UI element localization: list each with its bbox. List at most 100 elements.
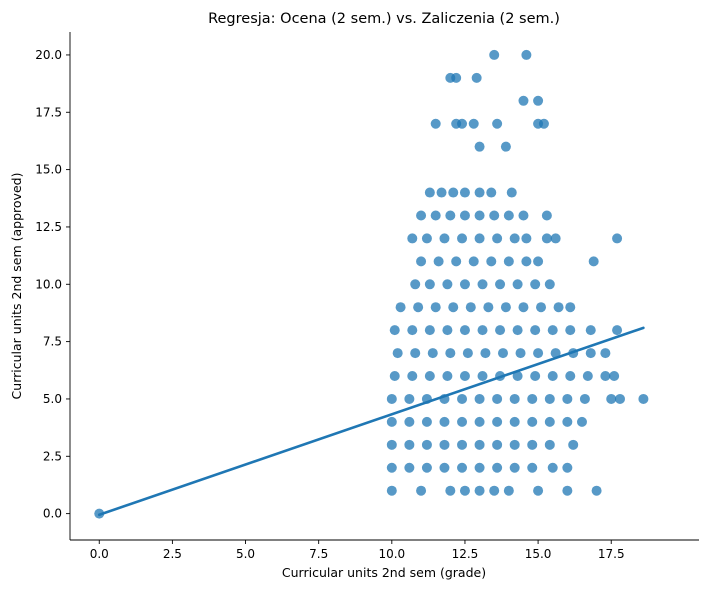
scatter-point-11: [468, 118, 479, 129]
scatter-point-123: [562, 393, 573, 404]
scatter-point-64: [430, 302, 441, 313]
x-tick-label-5: 12.5: [452, 547, 479, 561]
y-tick-label-8: 20.0: [35, 48, 62, 62]
scatter-point-146: [492, 439, 503, 450]
scatter-point-119: [492, 393, 503, 404]
axes: [69, 32, 699, 541]
scatter-point-91: [480, 348, 491, 359]
scatter-point-72: [565, 302, 576, 313]
scatter-point-73: [389, 325, 400, 336]
scatter-point-140: [386, 439, 397, 450]
regression-line: [97, 326, 645, 517]
scatter-point-109: [565, 371, 576, 382]
scatter-point-104: [477, 371, 488, 382]
scatter-point-54: [424, 279, 435, 290]
scatter-point-41: [541, 233, 552, 244]
scatter-point-145: [474, 439, 485, 450]
scatter-point-51: [533, 256, 544, 267]
y-axis-ticks: 0.0 2.5 5.0 7.5 10.0 12.5 15.0 17.5 20.0: [35, 48, 70, 521]
scatter-point-131: [439, 416, 450, 427]
scatter-point-125: [606, 393, 617, 404]
scatter-point-117: [457, 393, 468, 404]
scatter-point-89: [445, 348, 456, 359]
y-axis-title: Curricular units 2nd sem (approved): [9, 173, 24, 400]
scatter-point-138: [562, 416, 573, 427]
regression-line-group: [97, 326, 645, 517]
scatter-point-94: [533, 348, 544, 359]
scatter-point-19: [448, 187, 459, 198]
scatter-point-132: [457, 416, 468, 427]
scatter-point-48: [486, 256, 497, 267]
scatter-point-5: [471, 72, 482, 83]
scatter-point-35: [439, 233, 450, 244]
scatter-point-100: [407, 371, 418, 382]
scatter-point-71: [553, 302, 564, 313]
scatter-point-33: [407, 233, 418, 244]
scatter-point-66: [465, 302, 476, 313]
scatter-point-42: [550, 233, 561, 244]
scatter-point-78: [477, 325, 488, 336]
scatter-point-171: [591, 485, 602, 496]
scatter-point-160: [547, 462, 558, 473]
scatter-point-163: [416, 485, 427, 496]
y-tick-label-5: 12.5: [35, 220, 62, 234]
scatter-point-81: [530, 325, 541, 336]
scatter-point-162: [386, 485, 397, 496]
y-tick-label-6: 15.0: [35, 163, 62, 177]
scatter-point-29: [489, 210, 500, 221]
scatter-point-107: [530, 371, 541, 382]
scatter-point-75: [424, 325, 435, 336]
scatter-point-165: [459, 485, 470, 496]
scatter-point-65: [448, 302, 459, 313]
scatter-point-70: [536, 302, 547, 313]
scatter-point-98: [600, 348, 611, 359]
x-tick-label-4: 10.0: [378, 547, 405, 561]
scatter-point-14: [538, 118, 549, 129]
scatter-point-22: [486, 187, 497, 198]
scatter-point-83: [565, 325, 576, 336]
x-tick-label-1: 2.5: [163, 547, 182, 561]
scatter-point-150: [568, 439, 579, 450]
scatter-point-158: [509, 462, 520, 473]
chart-title: Regresja: Ocena (2 sem.) vs. Zaliczenia …: [208, 11, 560, 27]
scatter-point-127: [638, 393, 649, 404]
scatter-point-16: [500, 141, 511, 152]
scatter-point-56: [459, 279, 470, 290]
scatter-point-135: [509, 416, 520, 427]
scatter-point-74: [407, 325, 418, 336]
scatter-point-68: [500, 302, 511, 313]
scatter-point-153: [421, 462, 432, 473]
scatter-point-57: [477, 279, 488, 290]
scatter-point-30: [503, 210, 514, 221]
scatter-point-142: [421, 439, 432, 450]
x-tick-label-3: 7.5: [309, 547, 328, 561]
scatter-point-147: [509, 439, 520, 450]
scatter-point-67: [483, 302, 494, 313]
scatter-point-169: [533, 485, 544, 496]
scatter-point-69: [518, 302, 529, 313]
scatter-point-128: [386, 416, 397, 427]
scatter-point-60: [530, 279, 541, 290]
scatter-point-77: [459, 325, 470, 336]
scatter-point-26: [445, 210, 456, 221]
scatter-point-80: [512, 325, 523, 336]
scatter-point-154: [439, 462, 450, 473]
scatter-point-149: [544, 439, 555, 450]
scatter-point-20: [459, 187, 470, 198]
scatter-point-156: [474, 462, 485, 473]
x-axis-ticks: 0.0 2.5 5.0 7.5 10.0 12.5 15.0 17.5: [90, 540, 625, 561]
scatter-point-50: [521, 256, 532, 267]
scatter-point-55: [442, 279, 453, 290]
x-tick-label-2: 5.0: [236, 547, 255, 561]
scatter-point-27: [459, 210, 470, 221]
y-tick-label-1: 2.5: [43, 449, 62, 463]
scatter-point-18: [436, 187, 447, 198]
y-tick-label-2: 5.0: [43, 392, 62, 406]
scatter-point-76: [442, 325, 453, 336]
scatter-point-134: [492, 416, 503, 427]
scatter-point-4: [451, 72, 462, 83]
scatter-point-1: [489, 49, 500, 60]
scatter-point-137: [544, 416, 555, 427]
scatter-point-85: [612, 325, 623, 336]
